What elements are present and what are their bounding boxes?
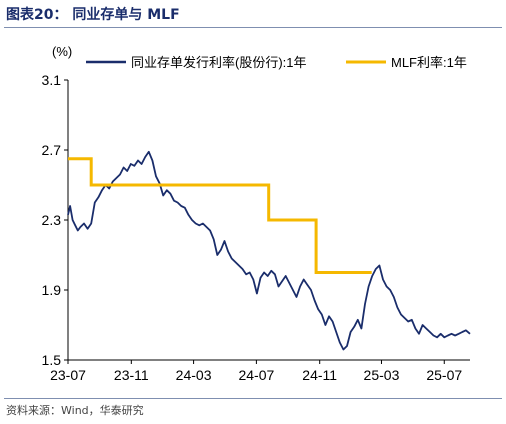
x-tick-group: 23-07 23-11 24-03 24-07 24-11 25-03 25-07 <box>50 360 462 383</box>
y-tick-label: 2.3 <box>42 212 62 228</box>
x-tick-label: 25-03 <box>364 367 400 383</box>
y-tick-group: 3.1 2.7 2.3 1.9 1.5 <box>42 72 68 368</box>
x-tick-label: 23-11 <box>114 367 149 383</box>
y-tick-label: 3.1 <box>42 72 62 88</box>
line-chart: (%) 3.1 2.7 2.3 1.9 1.5 23-07 23-11 24-03 24-07… <box>42 44 471 383</box>
y-tick-label: 1.9 <box>42 282 62 298</box>
legend-label: MLF利率:1年 <box>391 55 467 70</box>
series-layer <box>67 150 471 351</box>
mlf-rate-line <box>68 157 372 274</box>
figure-title: 图表20： 同业存单与 MLF <box>6 7 180 23</box>
chart-legend: 同业存单发行利率(股份行):1年 MLF利率:1年 <box>86 55 467 70</box>
chart-axes: (%) 3.1 2.7 2.3 1.9 1.5 23-07 23-11 24-03 24-07… <box>42 44 470 383</box>
x-tick-label: 25-07 <box>426 367 462 383</box>
y-tick-label: 2.7 <box>42 142 62 158</box>
x-tick-label: 23-07 <box>50 367 86 383</box>
x-tick-label: 24-03 <box>176 367 212 383</box>
x-tick-label: 24-07 <box>238 367 274 383</box>
source-divider <box>4 398 502 399</box>
source-note: 资料来源：Wind，华泰研究 <box>6 404 144 417</box>
title-divider <box>4 27 502 28</box>
ncd-rate-line <box>67 150 471 351</box>
legend-label: 同业存单发行利率(股份行):1年 <box>131 55 307 70</box>
x-tick-label: 24-11 <box>302 367 337 383</box>
y-tick-label: 1.5 <box>42 352 62 368</box>
y-unit-label: (%) <box>52 44 72 59</box>
